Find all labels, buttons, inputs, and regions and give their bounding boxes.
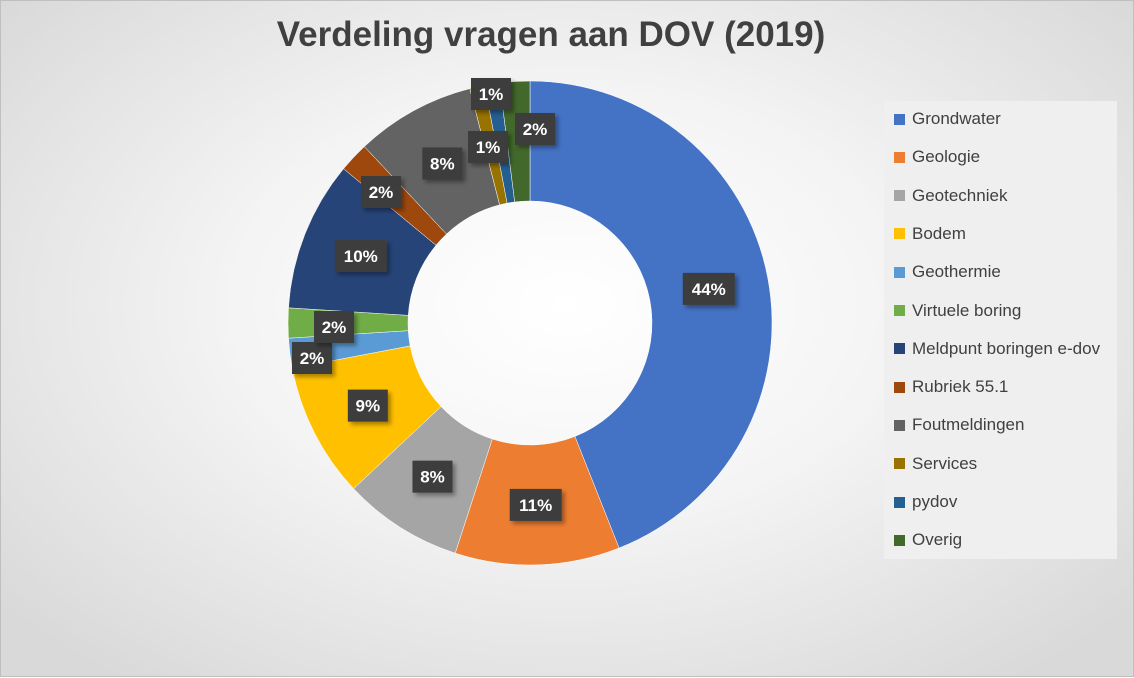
data-label-text: 1%	[476, 138, 501, 157]
legend-label: pydov	[912, 492, 958, 511]
legend-swatch	[894, 458, 905, 470]
legend-label: Meldpunt boringen e-dov	[912, 338, 1101, 358]
legend-item: Geothermie	[894, 262, 1001, 282]
data-label-text: 8%	[420, 468, 445, 487]
legend-item: Rubriek 55.1	[894, 377, 1008, 397]
data-label-box	[468, 131, 508, 163]
legend-item: Virtuele boring	[894, 301, 1021, 321]
data-label-text: 1%	[479, 85, 504, 104]
legend-label: Geothermie	[912, 262, 1001, 282]
data-label-box	[682, 272, 735, 305]
data-label-box	[314, 311, 354, 343]
legend-item: Grondwater	[894, 109, 1001, 129]
legend-item: Services	[894, 454, 977, 474]
legend-swatch	[894, 266, 905, 278]
legend: Grondwater Geologie Geotechniek Bodem Geothe…	[884, 101, 1117, 559]
data-label: 2%	[292, 342, 332, 374]
data-label-text: 2%	[322, 318, 347, 337]
data-label-box	[334, 240, 387, 273]
data-label: 8%	[422, 147, 463, 180]
data-label: 1%	[471, 78, 511, 110]
data-label-text: 11%	[519, 496, 552, 515]
legend-item: Geologie	[894, 147, 980, 167]
legend-swatch	[894, 113, 905, 125]
data-label-box	[412, 460, 453, 493]
legend-swatch	[894, 381, 905, 393]
data-label-box	[292, 342, 332, 374]
data-label-box	[361, 176, 401, 208]
legend-label: Rubriek 55.1	[912, 377, 1009, 397]
data-label-box	[347, 389, 388, 422]
legend-swatch	[894, 534, 905, 546]
legend-label: Bodem	[912, 223, 966, 243]
data-label-text: 8%	[430, 155, 455, 174]
data-label-box	[471, 78, 511, 110]
data-label: 10%	[334, 240, 387, 273]
data-label-text: 44%	[692, 280, 726, 299]
data-label: 44%	[682, 272, 735, 305]
data-label-box	[515, 113, 555, 145]
data-label: 1%	[468, 131, 508, 163]
data-label: 2%	[361, 176, 401, 208]
legend-label: Overig	[912, 530, 963, 550]
legend-swatch	[894, 419, 905, 431]
data-label-text: 2%	[300, 349, 325, 368]
data-label-text: 9%	[356, 397, 381, 416]
data-label: 11%	[509, 488, 562, 521]
legend-item: Bodem	[894, 224, 966, 244]
legend-label: Virtuele boring	[912, 300, 1022, 320]
legend-label: Grondwater	[912, 109, 1001, 128]
chart-title: Verdeling vragen aan DOV (2019)	[276, 15, 826, 54]
legend-label: Geologie	[912, 147, 981, 167]
data-label-text: 2%	[369, 183, 394, 202]
legend-label: Services	[912, 453, 978, 473]
legend-item: Foutmeldingen	[894, 415, 1024, 435]
legend-swatch	[894, 228, 905, 240]
data-label-box	[422, 147, 463, 180]
data-label: 8%	[412, 460, 453, 493]
legend-item: Meldpunt boringen e-dov	[894, 339, 1100, 359]
data-label-box	[509, 488, 562, 521]
legend-swatch	[894, 496, 905, 508]
legend-swatch	[894, 190, 905, 202]
legend-label: Foutmeldingen	[912, 415, 1025, 435]
legend-swatch	[894, 343, 905, 355]
legend-item: Geotechniek	[894, 186, 1007, 206]
legend-item: Overig	[894, 530, 962, 550]
data-label: 2%	[314, 311, 354, 343]
legend-swatch	[894, 305, 905, 316]
legend-label: Geotechniek	[912, 185, 1008, 205]
data-label: 2%	[515, 113, 555, 145]
data-label-text: 10%	[344, 247, 378, 266]
data-label: 9%	[347, 389, 388, 422]
data-label-text: 2%	[523, 120, 548, 139]
legend-swatch	[894, 151, 905, 163]
legend-item: pydov	[894, 492, 957, 512]
